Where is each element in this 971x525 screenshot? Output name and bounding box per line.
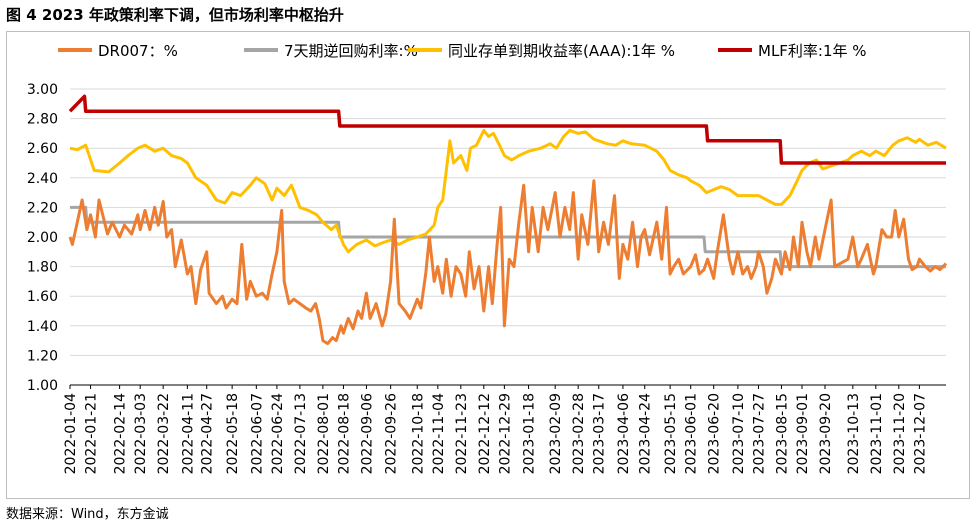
x-tick-label: 2023-11-20 [892, 393, 908, 474]
x-tick-label: 2022-08-18 [336, 393, 352, 474]
y-tick-label: 1.40 [27, 319, 58, 335]
legend-label-reverse_repo: 7天期逆回购利率:% [284, 42, 418, 60]
x-tick-label: 2023-10-13 [846, 393, 862, 474]
x-tick-label: 2022-01-21 [84, 393, 100, 474]
chart-frame [6, 31, 970, 499]
series-line-dr007 [68, 179, 948, 346]
x-tick-label: 2022-02-14 [113, 393, 129, 474]
x-axis: 2022-01-04 2022-01-21 2022-02-14 2022-03-03… [63, 384, 946, 474]
x-tick-label: 2023-01-18 [522, 393, 538, 474]
x-tick-label: 2023-07-27 [751, 393, 767, 474]
y-tick-label: 1.60 [27, 289, 58, 305]
x-tick-label: 2022-04-27 [200, 393, 216, 474]
legend-label-mlf: MLF利率:1年 % [758, 42, 867, 60]
x-tick-label: 2023-12-07 [912, 393, 928, 474]
y-tick-label: 2.60 [27, 141, 58, 157]
x-tick-label: 2023-08-15 [774, 393, 790, 474]
series-line-reverse_repo [70, 205, 946, 269]
series-line-mlf [68, 94, 946, 165]
x-tick-label: 2022-05-18 [225, 393, 241, 474]
x-tick-label: 2022-01-04 [63, 393, 79, 474]
x-tick-label: 2023-04-06 [616, 393, 632, 474]
chart-title: 图 4 2023 年政策利率下调，但市场利率中枢抬升 [6, 6, 344, 24]
legend-label-ncd: 同业存单到期收益率(AAA):1年 % [448, 42, 675, 60]
x-tick-label: 2022-12-12 [477, 393, 493, 474]
x-tick-label: 2023-03-17 [592, 393, 608, 474]
y-tick-label: 2.40 [27, 171, 58, 187]
x-tick-label: 2023-06-01 [684, 393, 700, 474]
x-tick-label: 2022-03-03 [133, 393, 149, 474]
x-tick-label: 2022-08-01 [316, 393, 332, 474]
x-tick-label: 2023-04-24 [638, 393, 654, 474]
legend: DR007：% 7天期逆回购利率:% 同业存单到期收益率(AAA):1年 % MLF利… [58, 42, 867, 60]
series-line-ncd [69, 128, 947, 254]
x-tick-label: 2023-02-28 [571, 393, 587, 474]
y-tick-label: 1.20 [27, 348, 58, 364]
x-tick-label: 2022-09-06 [359, 393, 375, 474]
x-tick-label: 2022-11-23 [454, 393, 470, 474]
data-source-note: 数据来源：Wind，东方金诚 [6, 507, 169, 522]
legend-label-dr007: DR007：% [98, 42, 178, 60]
x-tick-label: 2023-11-01 [869, 393, 885, 474]
x-tick-label: 2022-06-07 [249, 393, 265, 474]
x-tick-label: 2023-06-20 [707, 393, 723, 474]
y-tick-label: 2.00 [27, 230, 58, 246]
x-tick-label: 2022-06-24 [270, 393, 286, 474]
x-tick-label: 2023-05-15 [663, 393, 679, 474]
x-tick-label: 2022-11-04 [431, 393, 447, 474]
x-tick-label: 2022-03-22 [156, 393, 172, 474]
x-tick-label: 2022-07-13 [293, 393, 309, 474]
x-tick-label: 2022-09-26 [384, 393, 400, 474]
y-axis: 1.00 1.20 1.40 1.60 1.80 2.00 2.20 2.40 2.60 2.80… [27, 82, 58, 394]
y-tick-label: 3.00 [27, 82, 58, 98]
y-tick-label: 2.80 [27, 112, 58, 128]
x-tick-label: 2022-12-29 [497, 393, 513, 474]
x-tick-label: 2022-10-18 [410, 393, 426, 474]
y-tick-label: 2.20 [27, 200, 58, 216]
x-tick-label: 2023-09-20 [818, 393, 834, 474]
x-tick-label: 2023-07-10 [731, 393, 747, 474]
y-tick-label: 1.00 [27, 378, 58, 394]
x-tick-label: 2022-04-11 [180, 393, 196, 474]
series-layer [68, 94, 948, 346]
y-tick-label: 1.80 [27, 260, 58, 276]
x-tick-label: 2023-02-09 [548, 393, 564, 474]
x-tick-label: 2023-09-01 [795, 393, 811, 474]
